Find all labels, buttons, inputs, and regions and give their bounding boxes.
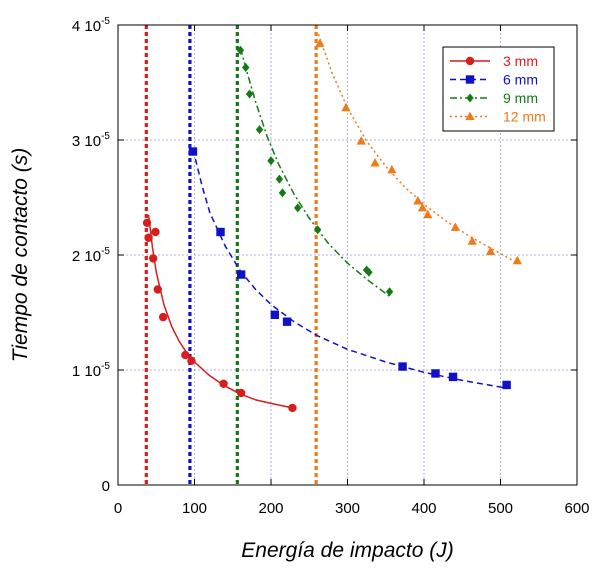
data-point xyxy=(385,287,394,297)
data-point xyxy=(315,38,325,47)
data-point xyxy=(485,246,496,256)
data-point xyxy=(467,236,477,245)
x-tick-label: 400 xyxy=(411,500,436,517)
data-point xyxy=(278,188,287,198)
y-axis-title: Tiempo de contacto (s) xyxy=(9,148,32,363)
legend-label: 3 mm xyxy=(503,53,538,69)
data-point xyxy=(142,218,152,227)
x-tick-label: 200 xyxy=(258,500,283,517)
data-point xyxy=(282,317,292,326)
grid-lines xyxy=(118,25,577,485)
data-point xyxy=(242,63,250,73)
data-point xyxy=(512,255,522,265)
data-point xyxy=(153,285,162,294)
data-point xyxy=(387,164,397,174)
data-point xyxy=(431,369,440,378)
y-tick-label: 4 10-5 xyxy=(72,16,111,35)
legend-marker xyxy=(465,111,475,120)
data-point xyxy=(219,379,228,388)
data-point xyxy=(423,209,433,219)
x-tick-label: 100 xyxy=(182,500,207,517)
x-tick-label: 300 xyxy=(335,500,360,517)
legend-marker xyxy=(465,75,475,84)
data-point xyxy=(288,403,297,413)
legend: 3 mm 6 mm 9 mm 12 mm xyxy=(442,46,555,132)
y-tick-label: 3 10-5 xyxy=(72,131,111,150)
data-point xyxy=(450,222,460,231)
data-point xyxy=(398,362,407,371)
data-points xyxy=(142,38,522,413)
data-point xyxy=(188,147,198,156)
data-point xyxy=(187,356,196,365)
data-point xyxy=(148,254,158,263)
x-tick-label: 0 xyxy=(114,500,122,517)
data-point xyxy=(370,158,380,167)
data-point xyxy=(365,267,373,277)
data-point xyxy=(313,225,322,235)
data-point xyxy=(236,45,245,55)
x-tick-label: 500 xyxy=(488,500,513,517)
data-point xyxy=(236,270,246,279)
data-point xyxy=(144,233,153,242)
x-axis-title: Energía de impacto (J) xyxy=(241,539,453,562)
legend-label: 12 mm xyxy=(503,109,546,125)
data-point xyxy=(417,202,428,212)
data-point xyxy=(216,227,225,237)
y-tick-label: 1 10-5 xyxy=(72,361,111,380)
fit-curve xyxy=(239,47,391,297)
data-point xyxy=(181,350,190,360)
data-point xyxy=(158,312,168,322)
data-point xyxy=(341,102,351,112)
data-point xyxy=(245,89,254,99)
data-point xyxy=(413,195,423,205)
x-tick-label: 600 xyxy=(564,500,589,517)
y-tick-label: 2 10-5 xyxy=(72,246,111,265)
data-point xyxy=(356,136,366,145)
axis-ticks: 0 100 200 300 400 500 600 0 1 10-5 2 10-5 3 10-5 4 … xyxy=(72,16,590,517)
data-point xyxy=(275,174,284,184)
legend-label: 9 mm xyxy=(503,90,538,106)
data-point xyxy=(502,380,511,390)
data-point xyxy=(267,156,275,166)
data-point xyxy=(151,227,160,237)
legend-marker xyxy=(466,93,474,103)
data-point xyxy=(270,310,280,319)
fit-curve xyxy=(317,33,518,264)
data-point xyxy=(294,203,302,213)
legend-marker xyxy=(465,56,475,66)
y-tick-label: 0 xyxy=(102,478,110,495)
data-point xyxy=(255,125,264,135)
legend-label: 6 mm xyxy=(503,72,538,88)
data-point xyxy=(448,372,458,382)
data-point xyxy=(236,388,246,398)
fit-curve xyxy=(192,149,509,390)
